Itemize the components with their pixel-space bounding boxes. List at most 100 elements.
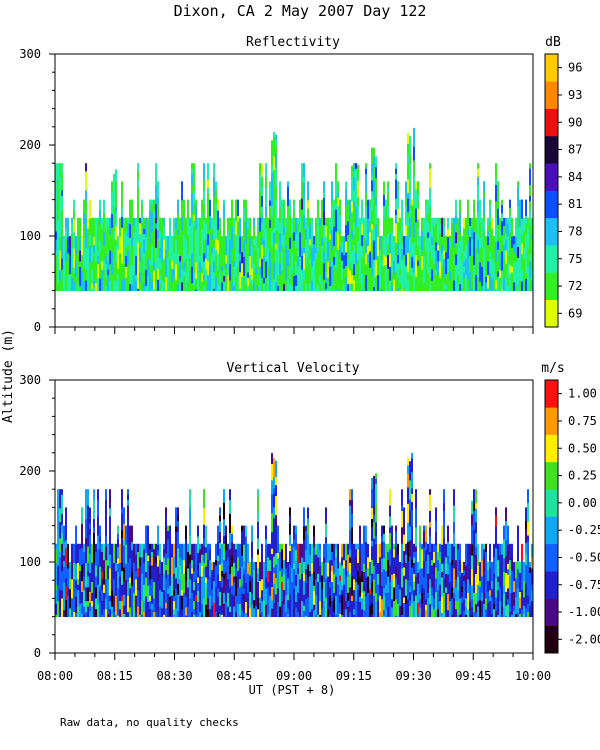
heat-cell [137,543,139,553]
heat-cell [193,163,195,180]
heat-cell [423,561,425,578]
heat-cell [395,577,397,595]
heat-cell [71,560,73,580]
heat-cell [221,271,223,283]
heat-cell [529,196,531,202]
heat-cell [409,163,411,181]
heat-cell [369,199,371,209]
heat-cell [161,575,163,593]
heat-cell [177,548,179,568]
heat-cell [59,236,61,251]
heat-cell [441,275,443,291]
heat-cell [109,269,111,276]
y-tick-label: 0 [34,646,41,660]
heat-cell [171,246,173,261]
heat-cell [291,217,293,230]
heat-cell [321,575,323,590]
heat-cell [115,582,117,597]
heat-cell [477,560,479,567]
heat-cell [267,266,269,276]
heat-cell [385,221,387,239]
heat-cell [483,571,485,586]
heat-cell [131,542,133,551]
heat-cell [73,579,75,586]
heat-cell [61,190,63,197]
heat-cell [353,552,355,569]
heat-cell [453,264,455,281]
heat-cell [461,597,463,604]
heat-cell [137,606,139,617]
heat-cell [255,268,257,275]
heat-cell [141,205,143,214]
heat-cell [111,590,113,607]
heat-cell [349,612,351,617]
heat-cell [251,542,253,559]
heat-cell [525,521,527,530]
heat-cell [177,254,179,266]
heat-cell [501,221,503,236]
heat-cell [95,261,97,276]
heat-cell [503,572,505,587]
heat-cell [395,593,397,600]
heat-cell [135,256,137,276]
heat-cell [525,507,527,522]
heat-cell [159,275,161,284]
heat-cell [509,603,511,613]
heat-cell [87,247,89,268]
heat-cell [135,234,137,241]
heat-cell [425,287,427,291]
heat-cell [395,525,397,532]
colorbar-segment [545,380,558,408]
heat-cell [359,596,361,603]
heat-cell [421,269,423,281]
heat-cell [309,245,311,260]
heat-cell [433,280,435,291]
heat-cell [387,576,389,594]
heat-cell [521,560,523,572]
heat-cell [75,544,77,565]
heat-cell [303,540,305,555]
heat-cell [277,588,279,603]
heat-cell [495,163,497,180]
heat-cell [193,595,195,602]
heat-cell [293,232,295,241]
heat-cell [315,247,317,254]
heat-cell [161,280,163,291]
heat-cell [417,287,419,291]
heat-cell [257,609,259,617]
heat-cell [145,525,147,535]
heat-cell [227,562,229,580]
heat-cell [489,267,491,274]
heat-cell [133,245,135,257]
heat-cell [497,576,499,583]
heat-cell [251,236,253,248]
heat-cell [187,281,189,291]
heat-cell [301,228,303,249]
heat-cell [227,236,229,254]
heat-cell [265,563,267,578]
heat-cell [443,592,445,613]
heat-cell [489,612,491,617]
heat-cell [459,284,461,291]
heat-cell [259,258,261,268]
heat-cell [497,200,499,210]
heat-cell [215,587,217,602]
heat-cell [117,285,119,291]
heat-cell [385,609,387,617]
heat-cell [55,584,57,591]
heat-cell [179,261,181,279]
heat-cell [331,285,333,291]
heat-cell [235,246,237,261]
heat-cell [271,581,273,588]
heat-cell [527,522,529,537]
heat-cell [335,250,337,271]
heat-cell [421,280,423,287]
heat-cell [505,592,507,607]
heat-cell [387,206,389,218]
heat-cell [357,549,359,564]
heat-cell [93,286,95,292]
heat-cell [163,590,165,607]
heat-cell [323,601,325,613]
heat-cell [101,228,103,243]
heat-cell [341,279,343,289]
